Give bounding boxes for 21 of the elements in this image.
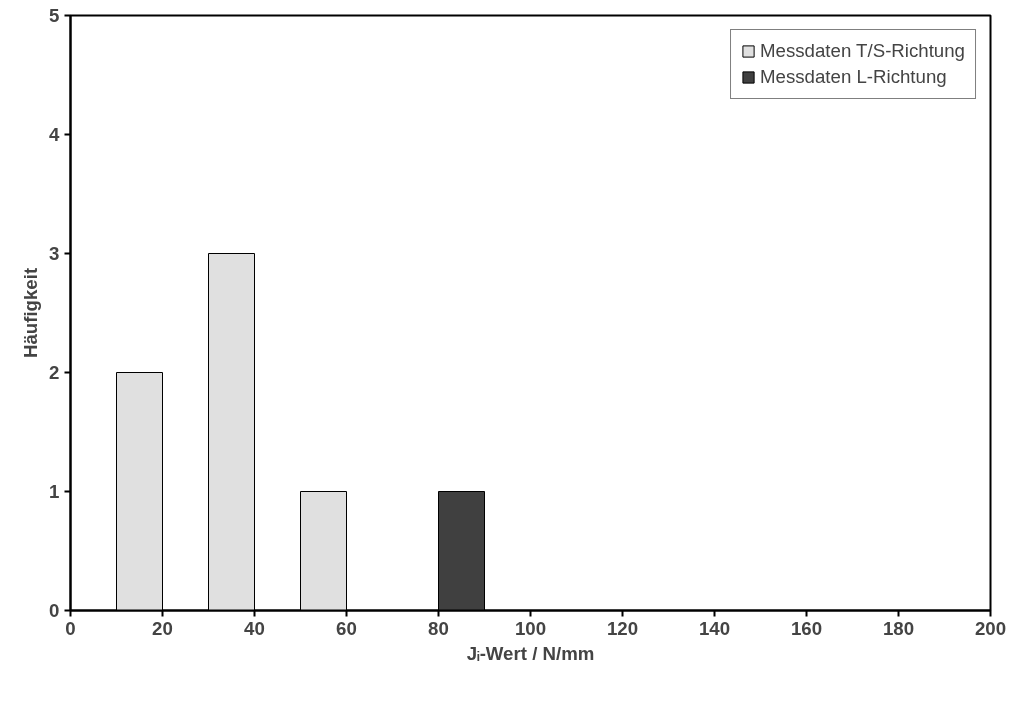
legend-label: Messdaten T/S-Richtung xyxy=(760,40,965,62)
y-tick-label: 2 xyxy=(49,362,60,383)
x-tick-label: 180 xyxy=(882,617,915,639)
x-tick-label: 40 xyxy=(244,617,265,639)
y-tick-label: 4 xyxy=(49,124,61,145)
x-axis-title: Jᵢ-Wert / N/mm xyxy=(466,642,595,664)
x-tick-label: 80 xyxy=(428,617,449,639)
x-tick-label: 100 xyxy=(514,617,547,639)
x-tick-label: 120 xyxy=(606,617,639,639)
legend-label: Messdaten L-Richtung xyxy=(760,66,947,88)
x-tick-label: 0 xyxy=(65,617,76,639)
x-tick-label: 60 xyxy=(336,617,357,639)
y-tick-label: 0 xyxy=(49,600,60,621)
y-tick-label: 3 xyxy=(49,243,60,264)
x-tick-label: 200 xyxy=(974,617,1007,639)
y-tick-label: 1 xyxy=(49,481,60,502)
x-tick-label: 140 xyxy=(698,617,731,639)
y-axis-title: Häufigkeit xyxy=(20,267,42,359)
x-tick-label: 20 xyxy=(152,617,173,639)
y-tick-label: 5 xyxy=(49,5,60,26)
x-tick-label: 160 xyxy=(790,617,823,639)
